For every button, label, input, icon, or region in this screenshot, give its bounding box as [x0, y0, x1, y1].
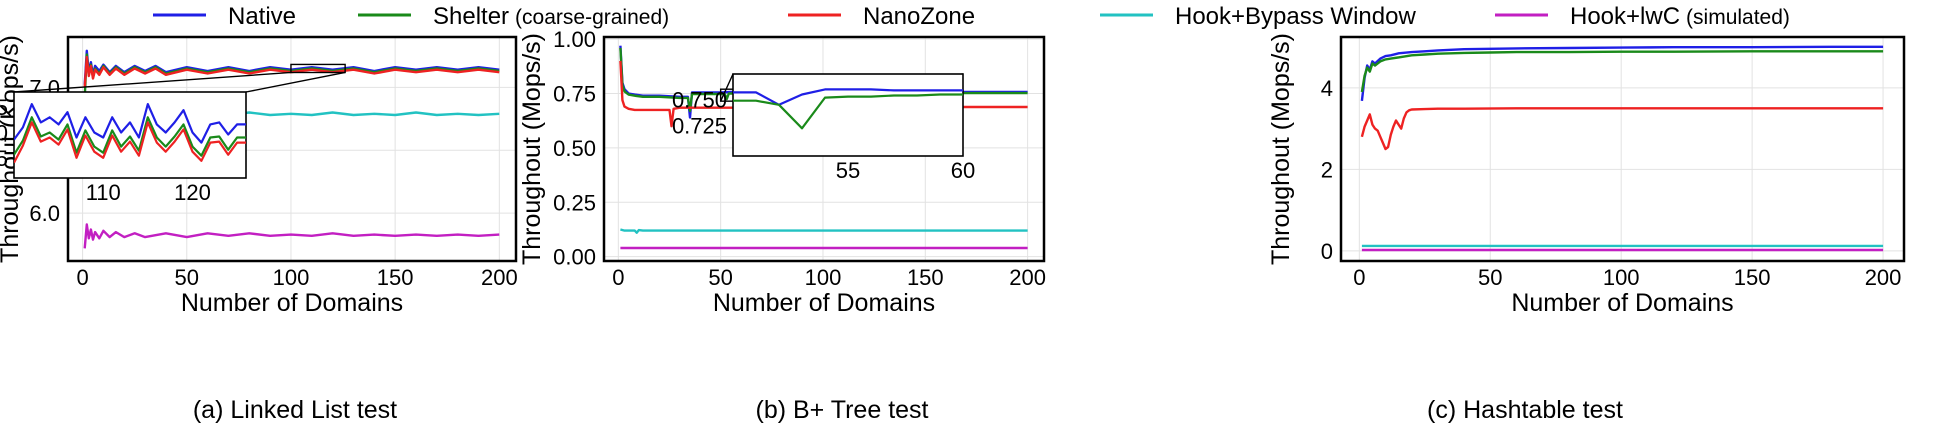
x-tick-label: 0 — [1353, 265, 1365, 290]
legend-entry-hook-bypass-window: Hook+Bypass Window — [1100, 3, 1416, 30]
y-tick-label: 0.00 — [553, 245, 596, 270]
inset-y-tick-label: 0.725 — [672, 113, 727, 138]
legend-label-hook-lwc-main: Hook+lwC — [1570, 3, 1680, 30]
y-tick-label: 0.25 — [553, 190, 596, 215]
zoom-connector — [13, 71, 292, 93]
x-tick-label: 200 — [1865, 265, 1902, 290]
inset-y-tick-label: 7.125 — [0, 146, 8, 171]
legend-label-nanozone: NanoZone — [863, 3, 975, 30]
legend-label-hook-lwc: Hook+lwC (simulated) — [1570, 3, 1790, 30]
inset-y-tick-label: 0.750 — [672, 88, 727, 113]
series-line-nanozone — [1360, 107, 1884, 151]
inset-series-group — [14, 103, 246, 164]
legend-label-shelter-main: Shelter — [433, 3, 509, 30]
legend: Native Shelter (coarse-grained) NanoZone … — [153, 3, 1790, 30]
y-tick-label: 0.75 — [553, 82, 596, 107]
x-tick-label: 50 — [175, 265, 199, 290]
inset-x-tick-label: 110 — [86, 180, 121, 205]
series-line-native — [83, 49, 500, 85]
x-tick-label: 100 — [273, 265, 310, 290]
legend-label-shelter-sub: (coarse-grained) — [515, 6, 669, 29]
zoom-region-box — [290, 63, 346, 74]
plot-frame — [602, 35, 1046, 263]
inset-x-tick-label: 120 — [174, 180, 211, 205]
inset-series-line-shelter — [14, 116, 246, 157]
zoom-connector — [245, 71, 346, 93]
zoom-connector — [720, 73, 734, 102]
y-tick-label: 0.50 — [553, 136, 596, 161]
series-line-shelter — [83, 53, 500, 98]
series-group — [1360, 45, 1884, 252]
y-tick-label: 0 — [1321, 239, 1333, 264]
inset-series-line-nanozone — [14, 121, 246, 164]
plot-frame — [1339, 35, 1906, 263]
y-axis-label: Throughout (Mops/s) — [1267, 33, 1295, 265]
panel-hashtable: 0 50 100 150 200 0 2 4 Number of Domains Througho… — [1267, 33, 1906, 317]
x-tick-label: 150 — [1734, 265, 1771, 290]
legend-label-hook-lwc-sub: (simulated) — [1686, 6, 1790, 29]
series-line-hook-lwc — [83, 223, 500, 249]
x-tick-label: 100 — [805, 265, 842, 290]
x-tick-label: 50 — [708, 265, 732, 290]
grid — [1341, 37, 1904, 261]
x-tick-label: 150 — [907, 265, 944, 290]
series-line-nanozone — [83, 55, 500, 88]
y-tick-label: 6.0 — [29, 201, 60, 226]
inset-series-line-shelter — [733, 93, 963, 130]
y-tick-label: 4 — [1321, 76, 1333, 101]
x-axis-label: Number of Domains — [713, 289, 935, 317]
x-tick-label: 150 — [377, 265, 414, 290]
x-tick-label: 200 — [481, 265, 518, 290]
y-tick-label: 1.00 — [553, 27, 596, 52]
x-tick-label: 0 — [612, 265, 624, 290]
series-line-shelter — [1360, 50, 1884, 93]
series-line-native — [1360, 45, 1884, 102]
legend-entry-nanozone: NanoZone — [788, 3, 975, 30]
inset-series-line-native — [14, 103, 246, 144]
x-tick-label: 0 — [76, 265, 88, 290]
inset-series-group — [733, 88, 963, 130]
x-tick-label: 50 — [1478, 265, 1502, 290]
legend-label-shelter: Shelter (coarse-grained) — [433, 3, 669, 30]
inset-x-tick-label: 60 — [951, 158, 975, 183]
inset-frame — [732, 73, 964, 157]
inset-x-tick-label: 55 — [836, 158, 860, 183]
legend-label-hook-bypass-window: Hook+Bypass Window — [1175, 3, 1416, 30]
caption-linked-list: (a) Linked List test — [193, 396, 397, 424]
inset-zoom: 110 120 7.1257.1507.175 — [0, 63, 346, 205]
x-axis-label: Number of Domains — [1511, 289, 1733, 317]
legend-label-native: Native — [228, 3, 296, 30]
inset-y-tick-label: 7.175 — [0, 95, 8, 120]
legend-entry-shelter: Shelter (coarse-grained) — [358, 3, 669, 30]
inset-y-tick-label: 7.150 — [0, 120, 8, 145]
y-axis-label: Throughout (Mops/s) — [518, 33, 546, 265]
series-line-hook-bypass-window — [620, 228, 1028, 234]
caption-hashtable: (c) Hashtable test — [1427, 396, 1623, 424]
y-tick-label: 2 — [1321, 157, 1333, 182]
inset-series-line-native — [733, 88, 963, 106]
x-tick-label: 100 — [1603, 265, 1640, 290]
legend-entry-hook-lwc: Hook+lwC (simulated) — [1495, 3, 1790, 30]
panel-bplus-tree: 0 50 100 150 200 0.00 0.25 0.50 0.75 1.00 Number o… — [518, 27, 1046, 317]
legend-entry-native: Native — [153, 3, 296, 30]
caption-bplus-tree: (b) B+ Tree test — [756, 396, 929, 424]
inset-frame — [13, 91, 247, 179]
x-axis-label: Number of Domains — [181, 289, 403, 317]
x-tick-label: 200 — [1009, 265, 1046, 290]
